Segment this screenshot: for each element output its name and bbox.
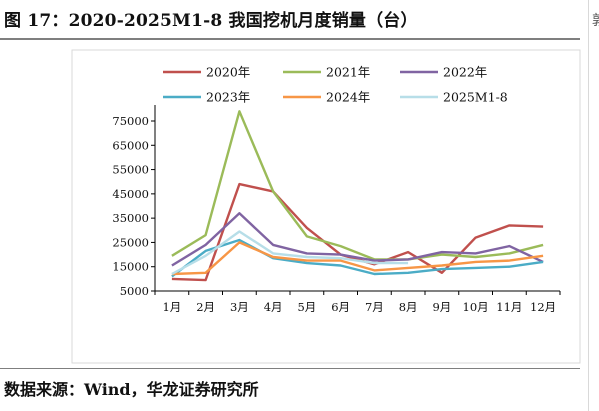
legend-label: 2025M1-8	[443, 90, 508, 105]
y-tick-label: 45000	[112, 187, 149, 201]
x-tick-label: 5月	[297, 300, 316, 314]
x-tick-label: 8月	[399, 300, 418, 314]
legend: 2020年 2021年 2022年 2023年 2024年 2025M1-8	[163, 65, 508, 105]
legend-label: 2023年	[206, 90, 250, 105]
x-tick-label: 7月	[365, 300, 384, 314]
chart-title: 图 17：2020-2025M1-8 我国挖机月度销量（台）	[4, 11, 418, 31]
y-tick-label: 15000	[112, 260, 149, 274]
x-tick-label: 12月	[530, 300, 556, 314]
adjacent-page-glyph: 敦	[592, 10, 599, 30]
y-tick-label: 25000	[112, 235, 149, 249]
y-tick-label: 75000	[112, 114, 149, 128]
y-tick-label: 65000	[112, 138, 149, 152]
x-axis: 1月 2月 3月 4月 5月 6月 7月 8月 9月 10月 11月 12月	[154, 290, 561, 314]
x-tick-label: 4月	[264, 300, 283, 314]
x-tick-label: 6月	[331, 300, 350, 314]
x-tick-label: 11月	[496, 300, 522, 314]
title-divider	[0, 38, 580, 40]
x-tick-label: 3月	[230, 300, 249, 314]
series-line-2022年	[171, 212, 544, 267]
x-tick-label: 10月	[463, 300, 489, 314]
y-tick-label: 55000	[112, 163, 149, 177]
legend-label: 2024年	[326, 90, 370, 105]
page-edge	[588, 0, 589, 411]
data-source: 数据来源：Wind，华龙证券研究所	[4, 380, 259, 399]
x-tick-label: 2月	[196, 300, 215, 314]
series-line-2023年	[171, 238, 544, 278]
legend-label: 2022年	[443, 65, 487, 80]
series-line-2024年	[171, 241, 544, 276]
series-line-2021年	[171, 110, 544, 261]
legend-label: 2020年	[206, 65, 250, 80]
y-axis: 5000 15000 25000 35000 45000 55000 65000 75000	[112, 105, 156, 298]
y-tick-label: 5000	[120, 284, 149, 298]
x-tick-label: 9月	[432, 300, 451, 314]
series-line-2025M1-8	[171, 230, 409, 276]
footer-divider	[0, 368, 580, 369]
series-group	[171, 110, 544, 282]
chart-frame	[71, 49, 581, 364]
legend-label: 2021年	[326, 65, 370, 80]
x-tick-label: 1月	[162, 300, 181, 314]
y-tick-label: 35000	[112, 211, 149, 225]
